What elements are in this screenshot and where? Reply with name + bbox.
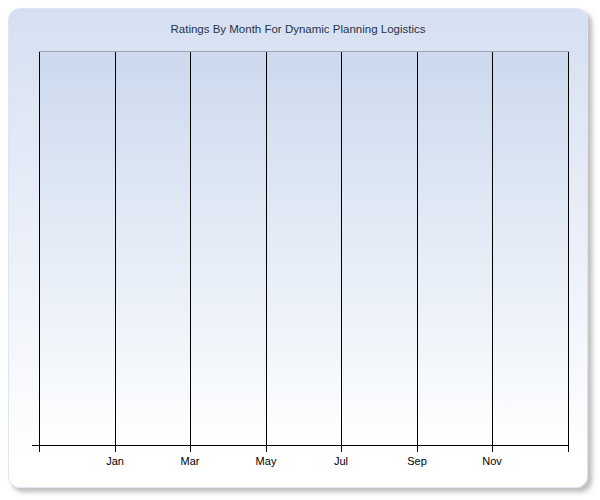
vertical-gridline (266, 52, 267, 446)
x-axis-tick (115, 446, 116, 452)
x-axis-tick (190, 446, 191, 452)
chart-panel: Ratings By Month For Dynamic Planning Lo… (8, 8, 588, 488)
x-axis-tick (266, 446, 267, 452)
x-axis-label: Sep (407, 455, 427, 468)
x-axis-label: Mar (181, 455, 200, 468)
chart-title: Ratings By Month For Dynamic Planning Lo… (9, 22, 587, 36)
x-axis-tick (39, 446, 40, 452)
x-axis-tick (417, 446, 418, 452)
x-axis-tick (492, 446, 493, 452)
x-axis-tick (341, 446, 342, 452)
vertical-gridline (341, 52, 342, 446)
vertical-gridline (568, 52, 569, 446)
x-axis-tick (568, 446, 569, 452)
vertical-gridline (417, 52, 418, 446)
vertical-gridline (492, 52, 493, 446)
x-axis-label: Jan (106, 455, 124, 468)
vertical-gridline (115, 52, 116, 446)
x-axis-line (32, 445, 569, 446)
plot-area: JanMarMayJulSepNov (39, 51, 569, 446)
x-axis-label: Jul (334, 455, 348, 468)
vertical-gridline (39, 52, 40, 446)
x-axis-label: May (256, 455, 277, 468)
x-axis-label: Nov (482, 455, 502, 468)
vertical-gridline (190, 52, 191, 446)
